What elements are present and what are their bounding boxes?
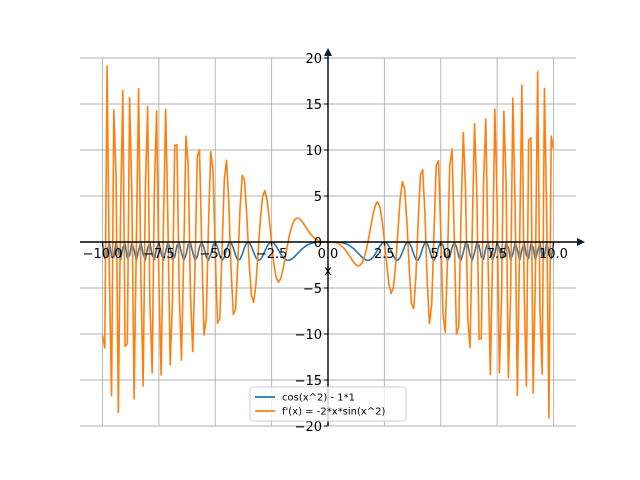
y-tick-label: −20 (295, 420, 322, 435)
ticks: −10.0 −7.5 −5.0 −2.5 0.0 2.5 5.0 7.5 10.0 −20 −15 −… (83, 52, 568, 435)
y-tick-label: 0 (314, 236, 322, 251)
legend-box (249, 386, 407, 422)
y-tick-label: −5 (303, 282, 322, 297)
x-tick-label: −2.5 (256, 247, 288, 262)
y-tick-label: 20 (305, 52, 322, 67)
legend-label-1: f'(x) = -2*x*sin(x^2) (282, 407, 386, 418)
x-tick-label: −7.5 (143, 247, 175, 262)
x-tick-label: 0.0 (318, 247, 339, 262)
x-tick-label: 10.0 (539, 247, 568, 262)
y-tick-label: 10 (305, 144, 322, 159)
axes (80, 48, 585, 426)
x-tick-label: 5.0 (430, 247, 451, 262)
x-tick-label: −10.0 (83, 247, 123, 262)
x-tick-label: 2.5 (374, 247, 395, 262)
y-tick-label: −15 (295, 374, 322, 389)
x-axis-label: x (324, 264, 332, 279)
legend: cos(x^2) - 1*1 f'(x) = -2*x*sin(x^2) (249, 386, 407, 422)
legend-label-0: cos(x^2) - 1*1 (282, 393, 355, 404)
y-axis-arrow (324, 48, 332, 56)
x-axis-arrow (577, 238, 585, 246)
x-tick-label: 7.5 (487, 247, 508, 262)
y-tick-label: 5 (314, 190, 322, 205)
x-tick-label: −5.0 (199, 247, 231, 262)
y-tick-label: −10 (295, 328, 322, 343)
y-tick-label: 15 (305, 98, 322, 113)
